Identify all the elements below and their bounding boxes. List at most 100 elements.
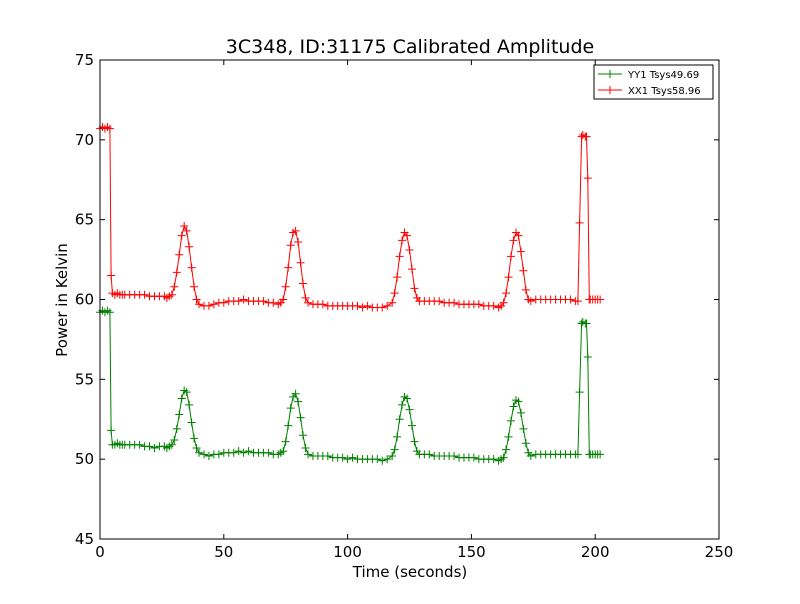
data-point-marker [167, 440, 176, 449]
data-point-marker [526, 451, 535, 460]
data-point-marker [323, 451, 332, 460]
y-tick-label: 45 [75, 530, 94, 548]
data-point-marker [450, 298, 459, 307]
data-point-marker [383, 455, 392, 464]
data-point-marker [348, 453, 357, 462]
data-point-marker [398, 400, 407, 409]
data-point-marker [435, 297, 444, 306]
data-point-marker [107, 271, 116, 280]
data-point-marker [526, 297, 535, 306]
data-point-marker [521, 439, 530, 448]
legend-box [593, 64, 714, 100]
data-point-marker [279, 447, 288, 456]
data-point-marker [403, 394, 412, 403]
y-tick-label: 65 [75, 211, 94, 229]
data-point-marker [363, 301, 372, 310]
data-point-marker [502, 445, 511, 454]
legend-label: XX1 Tsys58.96 [628, 86, 701, 97]
y-tick-label: 70 [75, 131, 94, 149]
data-point-marker [296, 413, 305, 422]
plot-area [96, 123, 605, 465]
data-point-marker [514, 231, 523, 240]
data-point-marker [358, 303, 367, 312]
x-tick-label: 50 [214, 543, 233, 561]
data-point-marker [390, 445, 399, 454]
data-point-marker [504, 273, 513, 282]
data-point-marker [214, 450, 223, 459]
data-point-marker [299, 279, 308, 288]
data-point-marker [269, 298, 278, 307]
data-point-marker [378, 456, 387, 465]
data-point-marker [180, 222, 189, 231]
data-point-marker [291, 226, 300, 235]
x-tick-label: 150 [457, 543, 486, 561]
data-point-marker [284, 263, 293, 272]
data-point-marker [303, 298, 312, 307]
data-point-marker [135, 440, 144, 449]
data-point-marker [405, 246, 414, 255]
x-tick-label: 250 [705, 543, 734, 561]
data-point-marker [175, 250, 184, 259]
data-point-marker [187, 418, 196, 427]
data-point-marker [244, 447, 253, 456]
axis-ticks: 0 50 100 150 200 250 45 50 55 60 65 70 75 [75, 51, 733, 561]
data-point-marker [185, 400, 194, 409]
data-point-marker [499, 298, 508, 307]
legend-marker [606, 70, 614, 78]
y-tick-label: 55 [75, 370, 94, 388]
data-point-marker [301, 293, 310, 302]
data-point-marker [450, 451, 459, 460]
legend-label: YY1 Tsys49.69 [627, 70, 699, 81]
y-tick-label: 75 [75, 51, 94, 69]
chart-title: 3C348, ID:31175 Calibrated Amplitude [226, 36, 594, 58]
data-point-marker [291, 389, 300, 398]
data-point-marker [507, 416, 516, 425]
data-point-marker [209, 300, 218, 309]
data-point-marker [150, 443, 159, 452]
data-point-marker [182, 388, 191, 397]
y-tick-label: 60 [75, 291, 94, 309]
data-point-marker [172, 268, 181, 277]
data-point-marker [190, 282, 199, 291]
data-point-marker [338, 453, 347, 462]
y-tick-label: 50 [75, 450, 94, 468]
data-point-marker [393, 273, 402, 282]
data-point-marker [281, 437, 290, 446]
data-point-marker [516, 247, 525, 256]
data-point-marker [514, 397, 523, 406]
data-point-marker [172, 424, 181, 433]
data-point-marker [502, 289, 511, 298]
data-point-marker [596, 295, 605, 304]
data-point-marker [190, 434, 199, 443]
data-point-marker [395, 252, 404, 261]
data-point-marker [195, 448, 204, 457]
data-point-marker [239, 448, 248, 457]
data-point-marker [167, 290, 176, 299]
data-point-marker [575, 218, 584, 227]
data-point-marker [105, 124, 114, 133]
data-point-marker [521, 285, 530, 294]
data-point-marker [489, 301, 498, 310]
data-point-marker [234, 297, 243, 306]
data-point-marker [229, 448, 238, 457]
data-point-marker [395, 415, 404, 424]
data-point-marker [296, 258, 305, 267]
data-point-marker [195, 300, 204, 309]
data-point-marker [199, 450, 208, 459]
legend-marker [606, 86, 614, 94]
x-tick-label: 0 [95, 543, 105, 561]
legend: YY1 Tsys49.69 XX1 Tsys58.96 [593, 64, 714, 100]
data-point-marker [279, 295, 288, 304]
data-point-marker [507, 252, 516, 261]
data-point-marker [264, 448, 273, 457]
data-point-marker [393, 432, 402, 441]
data-point-marker [192, 443, 201, 452]
data-point-marker [582, 319, 591, 328]
x-axis-label: Time (seconds) [352, 563, 468, 581]
data-point-marker [410, 437, 419, 446]
data-point-marker [343, 455, 352, 464]
data-point-marker [519, 424, 528, 433]
data-point-marker [373, 455, 382, 464]
